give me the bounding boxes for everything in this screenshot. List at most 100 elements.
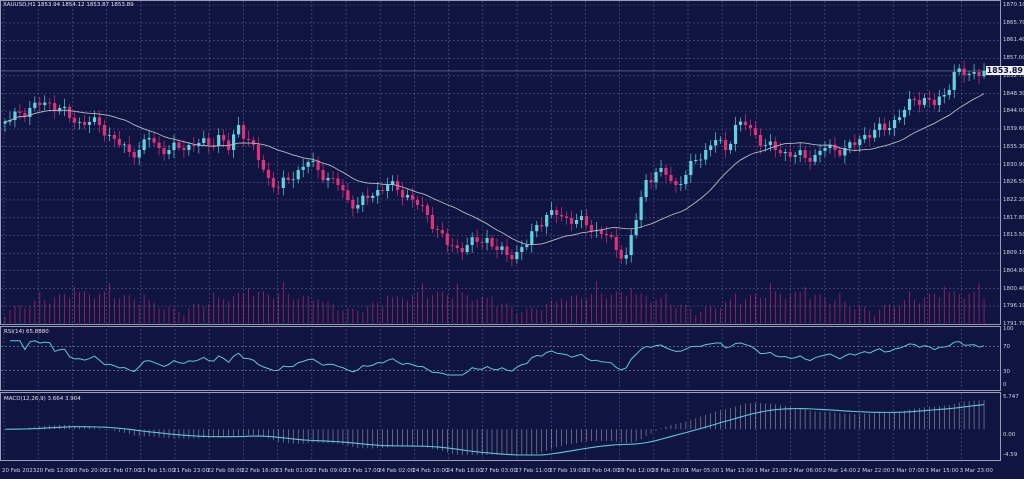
candle-body — [689, 160, 693, 175]
candle-body — [753, 128, 758, 136]
candle-body — [555, 210, 559, 215]
price-tick: 1826.50 — [1003, 179, 1024, 186]
current-price-tag: 1853.89 — [985, 66, 1024, 75]
price-tick: 1800.40 — [1003, 285, 1024, 292]
candle-body — [545, 214, 549, 227]
candle-body — [589, 225, 594, 232]
candle-body — [92, 117, 97, 123]
candle-body — [53, 103, 57, 112]
candle-body — [167, 150, 171, 155]
candle-body — [480, 241, 484, 243]
candle-body — [217, 135, 221, 147]
candle-body — [236, 124, 241, 135]
candle-body — [460, 247, 464, 253]
candle-body — [172, 142, 176, 151]
macd-panel-frame — [0, 392, 1001, 461]
candle-body — [878, 123, 882, 130]
price-tick: 1813.50 — [1003, 232, 1024, 239]
price-tick: 1822.20 — [1003, 196, 1024, 203]
candle-body — [748, 124, 753, 129]
candle-body — [972, 72, 976, 74]
candle-body — [912, 98, 917, 101]
candle-body — [465, 244, 469, 253]
candle-body — [13, 111, 17, 120]
time-tick: 2 Mar 06:00 — [788, 468, 822, 474]
time-tick: 20 Feb 2023 — [2, 468, 37, 474]
candle-body — [684, 174, 688, 185]
candle-body — [823, 148, 827, 151]
time-tick: 27 Feb 19:00 — [549, 468, 586, 474]
candle-body — [430, 214, 434, 230]
candle-body — [763, 145, 767, 146]
time-tick: 22 Feb 08:00 — [207, 468, 244, 474]
candle-body — [157, 142, 161, 149]
candle-body — [222, 135, 226, 141]
candle-body — [336, 178, 340, 186]
candle-body — [803, 150, 807, 158]
price-tick: 1817.80 — [1003, 214, 1024, 221]
candle-body — [391, 181, 395, 186]
candle-body — [291, 179, 295, 181]
candle-body — [326, 178, 330, 181]
candle-body — [351, 200, 355, 209]
candle-body — [614, 236, 618, 250]
candle-body — [341, 185, 345, 191]
candle-body — [445, 233, 449, 245]
candle-body — [525, 244, 529, 248]
candle-body — [758, 135, 762, 146]
candle-body — [251, 140, 256, 145]
candle-body — [719, 139, 723, 141]
rsi-panel-frame — [0, 326, 1001, 391]
time-tick: 20 Feb 12:00 — [36, 468, 73, 474]
price-tick: 1870.10 — [1003, 2, 1024, 8]
candle-body — [897, 117, 902, 120]
price-tick: 1809.10 — [1003, 250, 1024, 257]
candle-body — [415, 199, 420, 205]
candle-body — [232, 134, 236, 151]
candle-body — [381, 190, 385, 191]
candle-body — [654, 171, 658, 183]
candle-body — [515, 251, 519, 260]
candle-body — [420, 204, 425, 206]
candle-body — [560, 214, 564, 217]
candle-body — [927, 98, 931, 100]
candle-body — [495, 246, 499, 250]
time-tick: 23 Feb 01:00 — [275, 468, 312, 474]
candle-body — [818, 150, 822, 156]
candle-body — [356, 204, 360, 209]
time-tick: 28 Feb 20:00 — [651, 468, 688, 474]
candle-body — [828, 144, 832, 149]
candle-body — [18, 111, 22, 113]
candle-body — [947, 89, 951, 96]
price-tick: 1848.30 — [1003, 90, 1024, 97]
candle-body — [599, 230, 603, 234]
candle-body — [535, 225, 539, 232]
candle-body — [907, 98, 912, 111]
candle-body — [798, 150, 802, 156]
candle-body — [72, 117, 77, 123]
candle-body — [883, 123, 887, 130]
time-tick: 21 Feb 07:00 — [104, 468, 141, 474]
candle-body — [3, 121, 7, 124]
candle-body — [674, 181, 678, 186]
candle-body — [902, 110, 907, 118]
price-tick: 1861.40 — [1003, 37, 1024, 44]
candle-body — [197, 143, 201, 146]
candle-body — [634, 219, 638, 236]
candle-body — [386, 185, 390, 191]
candle-body — [490, 237, 494, 247]
candle-body — [942, 95, 946, 97]
candle-body — [361, 195, 365, 205]
candle-body — [107, 135, 111, 136]
candle-body — [296, 169, 300, 180]
candle-body — [82, 122, 87, 125]
candle-body — [530, 231, 534, 245]
candle-body — [400, 190, 405, 198]
time-tick: 3 Mar 23:00 — [959, 468, 993, 474]
candle-body — [346, 190, 350, 201]
candle-body — [733, 124, 738, 144]
moving-average-line — [4, 93, 985, 245]
candle-body — [410, 195, 415, 200]
candle-body — [704, 150, 708, 160]
candle-body — [122, 144, 126, 146]
